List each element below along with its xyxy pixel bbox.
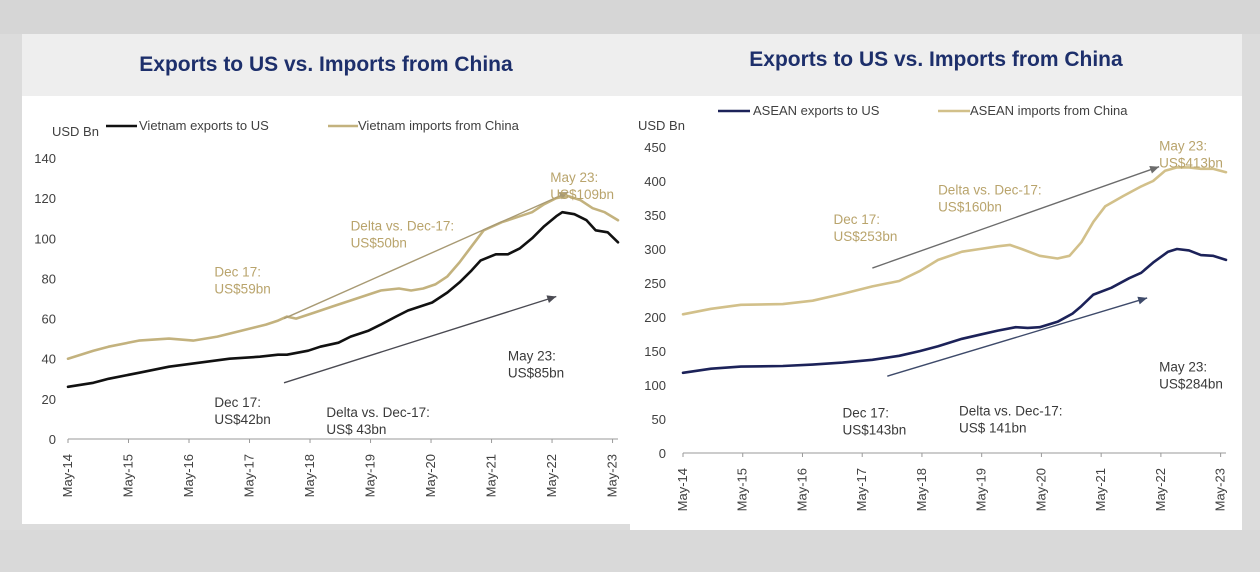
chart-panel-asean: Exports to US vs. Imports from China USD… bbox=[630, 34, 1242, 530]
annotation-label: Delta vs. Dec-17: bbox=[959, 404, 1063, 419]
annotation-label: Delta vs. Dec-17: bbox=[351, 218, 455, 233]
y-axis-unit-label: USD Bn bbox=[638, 118, 685, 133]
trend-arrow-line bbox=[887, 297, 1148, 377]
chart-title: Exports to US vs. Imports from China bbox=[139, 53, 513, 76]
chart-title-band bbox=[22, 34, 630, 96]
chart-vietnam: USD Bn Vietnam exports to US Vietnam impor… bbox=[34, 118, 620, 497]
annotation-label: US$284bn bbox=[1159, 376, 1223, 391]
annotation-label: Delta vs. Dec-17: bbox=[938, 183, 1042, 198]
annotation-label: Dec 17: bbox=[842, 406, 889, 421]
x-tick-label: May-22 bbox=[544, 454, 559, 497]
x-tick-label: May-14 bbox=[60, 454, 75, 497]
chart-title-band bbox=[630, 34, 1242, 96]
annotation-label: US$143bn bbox=[842, 423, 906, 438]
annotation-label: May 23: bbox=[1159, 359, 1207, 374]
x-tick-label: May-17 bbox=[242, 454, 257, 497]
y-tick-label: 250 bbox=[644, 276, 666, 291]
x-tick-label: May-18 bbox=[302, 454, 317, 497]
annotation-label: Dec 17: bbox=[214, 395, 261, 410]
x-tick-label: May-18 bbox=[914, 468, 929, 511]
legend-label: Vietnam exports to US bbox=[139, 118, 269, 133]
annotation-label: May 23: bbox=[1159, 138, 1207, 153]
chart-panel-vietnam: Exports to US vs. Imports from China USD… bbox=[22, 34, 630, 524]
y-tick-label: 350 bbox=[644, 208, 666, 223]
series-line-imports bbox=[66, 194, 620, 361]
annotation-label: US$42bn bbox=[214, 412, 270, 427]
legend-label: ASEAN imports from China bbox=[970, 103, 1128, 118]
series-line-exports bbox=[681, 247, 1228, 375]
x-tick-label: May-19 bbox=[363, 454, 378, 497]
background-strip-top bbox=[0, 0, 1260, 34]
annotation-label: US$59bn bbox=[214, 281, 270, 296]
y-tick-label: 100 bbox=[34, 231, 56, 246]
annotation-label: US$109bn bbox=[550, 187, 614, 202]
chart-asean: USD Bn ASEAN exports to US ASEAN imports f… bbox=[638, 103, 1228, 511]
x-tick-label: May-21 bbox=[1093, 468, 1108, 511]
x-tick-label: May-23 bbox=[605, 454, 620, 497]
y-tick-label: 60 bbox=[42, 312, 56, 327]
y-tick-label: 100 bbox=[644, 378, 666, 393]
y-tick-label: 400 bbox=[644, 174, 666, 189]
annotation-label: Dec 17: bbox=[834, 212, 881, 227]
annotation-label: US$85bn bbox=[508, 366, 564, 381]
y-tick-label: 140 bbox=[34, 151, 56, 166]
annotation-label: US$ 43bn bbox=[326, 422, 386, 437]
trend-arrow-line bbox=[283, 191, 569, 320]
annotation-label: Dec 17: bbox=[214, 264, 261, 279]
trend-arrow-head bbox=[1149, 165, 1160, 174]
y-tick-label: 40 bbox=[42, 352, 56, 367]
annotation-label: Delta vs. Dec-17: bbox=[326, 405, 430, 420]
annotation-label: US$ 141bn bbox=[959, 421, 1027, 436]
x-tick-label: May-20 bbox=[423, 454, 438, 497]
y-tick-label: 150 bbox=[644, 344, 666, 359]
y-tick-label: 50 bbox=[652, 412, 666, 427]
x-tick-label: May-17 bbox=[854, 468, 869, 511]
x-tick-label: May-21 bbox=[484, 454, 499, 497]
x-tick-label: May-16 bbox=[181, 454, 196, 497]
annotation-label: US$50bn bbox=[351, 235, 407, 250]
trend-arrow-head bbox=[1137, 296, 1148, 305]
annotation-label: US$413bn bbox=[1159, 155, 1223, 170]
annotation-label: US$253bn bbox=[834, 229, 898, 244]
y-tick-label: 300 bbox=[644, 242, 666, 257]
legend-label: ASEAN exports to US bbox=[753, 103, 880, 118]
y-tick-label: 0 bbox=[49, 432, 56, 447]
annotation-label: May 23: bbox=[550, 170, 598, 185]
x-tick-label: May-16 bbox=[794, 468, 809, 511]
trend-arrow-head bbox=[558, 192, 569, 200]
x-tick-label: May-22 bbox=[1153, 468, 1168, 511]
series-line-exports bbox=[66, 210, 620, 389]
annotation-label: May 23: bbox=[508, 349, 556, 364]
chart-title: Exports to US vs. Imports from China bbox=[749, 48, 1123, 71]
y-tick-label: 120 bbox=[34, 191, 56, 206]
y-tick-label: 20 bbox=[42, 392, 56, 407]
x-tick-label: May-15 bbox=[121, 454, 136, 497]
y-tick-label: 450 bbox=[644, 140, 666, 155]
y-tick-label: 200 bbox=[644, 310, 666, 325]
x-tick-label: May-20 bbox=[1033, 468, 1048, 511]
legend-label: Vietnam imports from China bbox=[358, 118, 520, 133]
y-tick-label: 80 bbox=[42, 271, 56, 286]
y-tick-label: 0 bbox=[659, 446, 666, 461]
trend-arrow-head bbox=[546, 295, 557, 304]
trend-arrow-line bbox=[872, 166, 1160, 269]
series-line-imports bbox=[681, 166, 1228, 316]
x-tick-label: May-23 bbox=[1213, 468, 1228, 511]
background-strip-bottom bbox=[0, 530, 1260, 572]
x-tick-label: May-15 bbox=[735, 468, 750, 511]
y-axis-unit-label: USD Bn bbox=[52, 124, 99, 139]
x-tick-label: May-19 bbox=[974, 468, 989, 511]
x-tick-label: May-14 bbox=[675, 468, 690, 511]
annotation-label: US$160bn bbox=[938, 200, 1002, 215]
trend-arrow-line bbox=[283, 295, 557, 384]
